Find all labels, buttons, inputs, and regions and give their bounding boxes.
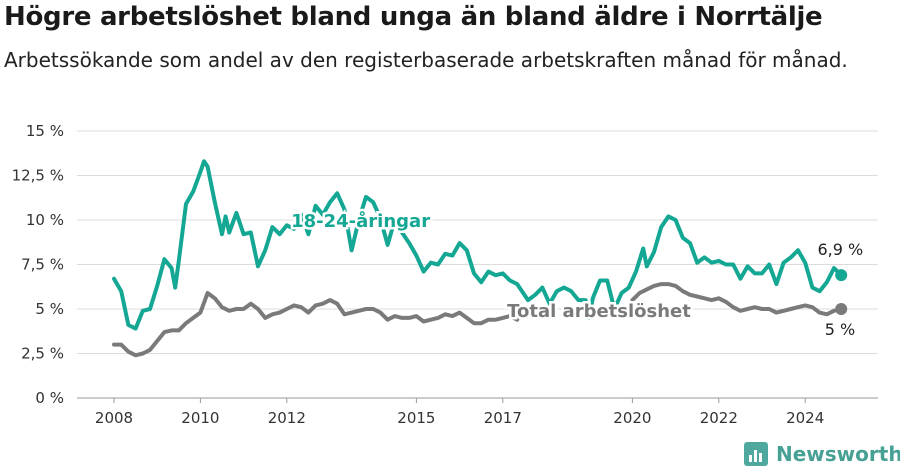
x-tick-label: 2022: [700, 409, 738, 427]
x-tick-label: 2012: [268, 409, 306, 427]
series-label-youth: 18-24-åringar: [291, 210, 430, 232]
y-tick-label: 5 %: [35, 300, 64, 318]
series-labels: 18-24-åringar Total arbetslöshet 6,9 % 5 %: [289, 208, 864, 339]
end-label-total: 5 %: [825, 320, 855, 339]
endpoint-youth: [835, 269, 848, 282]
series-line-youth: [112, 159, 844, 331]
chart-subtitle: Arbetssökande som andel av den registerb…: [4, 48, 848, 72]
y-tick-label: 10 %: [26, 211, 64, 229]
x-tick-label: 2024: [786, 409, 824, 427]
newsworthy-logo: Newsworthy: [744, 442, 900, 466]
grid-lines: [77, 130, 878, 399]
axis-ticks: 0 % 2,5 % 5 % 7,5 % 10 % 12,5 % 15 % 2008 2010 20…: [12, 122, 825, 427]
y-tick-label: 0 %: [35, 389, 64, 407]
brand-name: Newsworthy: [776, 442, 900, 466]
y-tick-label: 2,5 %: [21, 345, 64, 363]
x-tick-label: 2017: [484, 409, 522, 427]
x-tick-label: 2015: [397, 409, 435, 427]
chart-title: Högre arbetslöshet bland unga än bland ä…: [4, 2, 823, 32]
end-label-youth: 6,9 %: [817, 240, 863, 259]
y-tick-label: 7,5 %: [21, 256, 64, 274]
endpoint-total: [835, 303, 848, 315]
y-tick-label: 15 %: [26, 122, 64, 140]
x-tick-label: 2008: [95, 409, 133, 427]
y-tick-label: 12,5 %: [12, 167, 64, 185]
series-line-total: [112, 282, 844, 358]
series-lines: [112, 159, 848, 358]
x-tick-label: 2020: [613, 409, 651, 427]
series-label-total: Total arbetslöshet: [507, 301, 691, 322]
newsworthy-logo-icon: [744, 442, 768, 466]
x-tick-label: 2010: [181, 409, 219, 427]
